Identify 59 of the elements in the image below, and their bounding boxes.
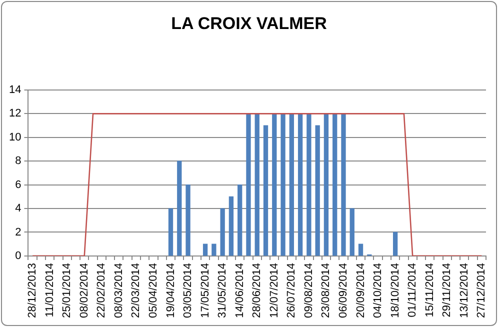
x-tick-label: 13/12/2014 [458,262,470,318]
y-tick-label: 10 [8,131,22,144]
bar [202,244,208,256]
x-tick-label: 14/06/2014 [234,262,246,318]
x-tick-label: 26/07/2014 [286,262,298,318]
y-tick-label: 8 [15,155,22,168]
x-tick-label: 27/12/2014 [476,262,488,318]
x-tick-label: 09/08/2014 [302,262,315,318]
x-tick-label: 06/09/2014 [338,262,350,318]
y-tick-label: 2 [15,226,22,238]
bar [186,184,190,256]
x-tick-label: 08/02/2014 [78,262,90,318]
bar [332,113,338,256]
y-tick-label: 4 [15,202,22,215]
bar [177,160,182,256]
bar [238,184,242,256]
x-tick-label: 28/12/2013 [26,262,39,318]
x-tick-label: 15/11/2014 [424,262,436,318]
x-tick-label: 23/08/2014 [320,262,332,318]
x-tick-label: 04/10/2014 [372,262,384,318]
x-tick-label: 19/04/2014 [164,262,177,318]
bar [212,244,216,256]
x-tick-label: 05/04/2014 [148,262,160,318]
x-tick-label: 28/06/2014 [251,262,264,318]
bar [289,113,294,256]
x-tick-label: 03/05/2014 [182,262,194,318]
bar [220,208,225,256]
bar [392,232,398,256]
bar [280,113,286,256]
x-tick-label: 29/11/2014 [441,262,454,318]
x-tick-label: 11/01/2014 [44,262,56,318]
bar [358,244,364,256]
bar [306,113,312,256]
bar [254,113,260,256]
bar [246,113,251,256]
x-tick-label: 01/11/2014 [406,262,419,318]
bar [228,196,234,256]
bar [298,113,303,256]
bar [341,113,346,256]
x-tick-label: 31/05/2014 [216,262,229,318]
y-tick-label: 0 [15,250,22,262]
x-tick-label: 08/03/2014 [112,262,125,318]
x-tick-label: 12/07/2014 [268,262,280,318]
bar [168,208,174,256]
bar [272,113,277,256]
bar [350,208,354,256]
y-tick-label: 14 [8,84,22,96]
bar [315,125,320,256]
bar [263,125,268,256]
bar [324,113,329,256]
x-tick-label: 17/05/2014 [199,262,212,318]
x-tick-label: 22/03/2014 [130,262,142,318]
chart-title: LA CROIX VALMER [170,14,328,34]
y-tick-label: 6 [15,178,22,191]
y-tick-label: 12 [8,108,22,120]
x-tick-label: 22/02/2014 [96,262,108,318]
x-tick-label: 18/10/2014 [389,262,402,318]
x-tick-label: 20/09/2014 [354,262,367,318]
x-tick-label: 25/01/2014 [61,262,74,318]
